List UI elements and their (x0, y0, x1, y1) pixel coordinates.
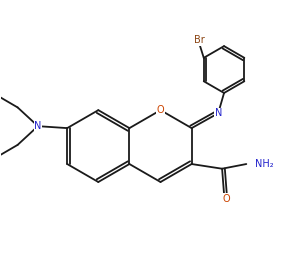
Text: O: O (222, 194, 230, 204)
Text: Br: Br (195, 35, 205, 45)
Text: NH₂: NH₂ (255, 159, 274, 169)
Text: O: O (157, 105, 164, 115)
Text: N: N (215, 108, 222, 118)
Text: N: N (34, 121, 42, 131)
